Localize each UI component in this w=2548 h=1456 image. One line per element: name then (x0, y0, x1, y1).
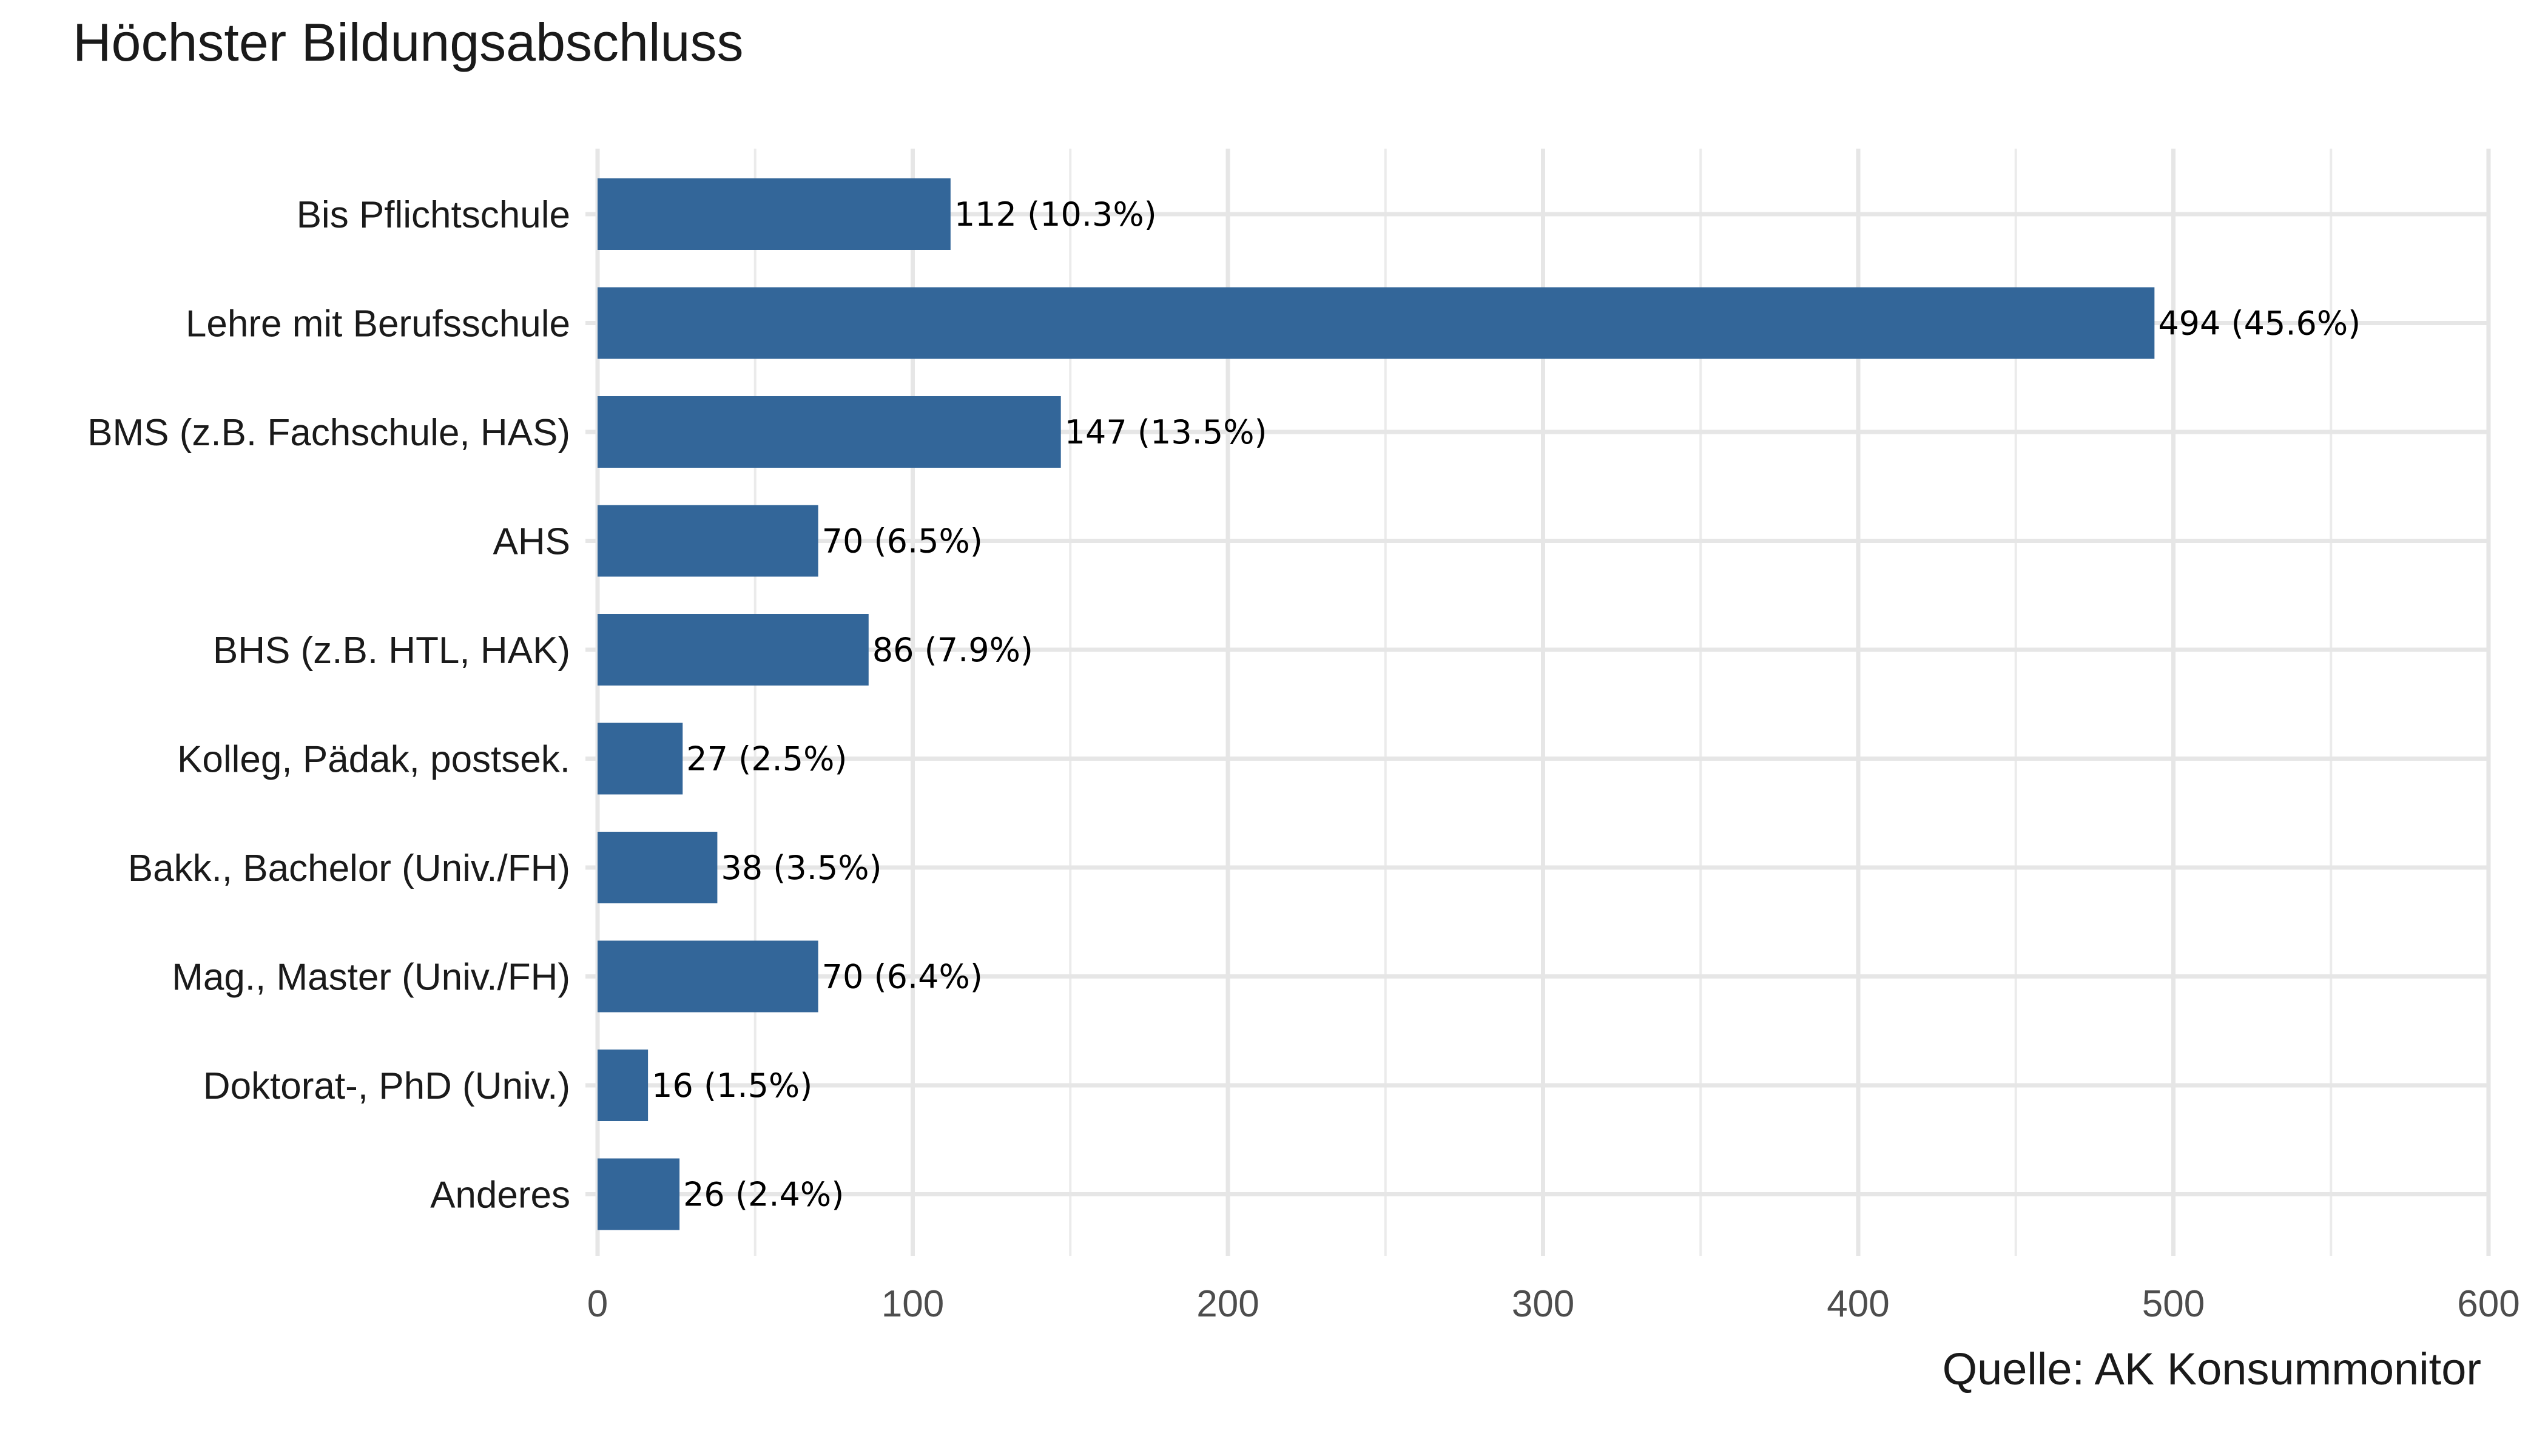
category-label: Doktorat-, PhD (Univ.) (203, 1065, 570, 1107)
bar (598, 287, 2155, 359)
data-label: 70 (6.5%) (822, 522, 983, 561)
category-label: Bis Pflichtschule (297, 194, 570, 236)
category-label: BMS (z.B. Fachschule, HAS) (87, 412, 570, 454)
bar (598, 396, 1061, 468)
bar (598, 1158, 680, 1230)
data-label: 16 (1.5%) (652, 1067, 812, 1105)
bar (598, 505, 818, 577)
category-label: Mag., Master (Univ./FH) (172, 957, 570, 999)
chart-title: Höchster Bildungsabschluss (73, 12, 743, 72)
x-tick-label: 500 (2142, 1283, 2205, 1325)
bar (598, 832, 718, 903)
x-tick-label: 600 (2457, 1283, 2519, 1325)
x-axis-tick-labels: 0 100 200 300 400 500 600 (587, 1283, 2520, 1325)
x-tick-label: 300 (1512, 1283, 1574, 1325)
category-label: Anderes (430, 1175, 570, 1216)
x-tick-label: 200 (1196, 1283, 1259, 1325)
category-label: Lehre mit Berufsschule (186, 303, 570, 345)
category-label: Bakk., Bachelor (Univ./FH) (128, 848, 570, 889)
bar (598, 723, 683, 795)
x-tick-label: 0 (587, 1283, 608, 1325)
category-label: BHS (z.B. HTL, HAK) (213, 630, 570, 672)
bar (598, 614, 869, 686)
category-labels: Bis Pflichtschule Lehre mit Berufsschule B… (87, 194, 570, 1216)
bar (598, 178, 951, 250)
data-labels: 112 (10.3%) 494 (45.6%) 147 (13.5%) 70 (6.5… (652, 195, 2361, 1214)
data-label: 27 (2.5%) (686, 740, 847, 778)
x-tick-label: 400 (1827, 1283, 1889, 1325)
x-tick-label: 100 (881, 1283, 944, 1325)
data-label: 494 (45.6%) (2158, 305, 2361, 343)
data-label: 86 (7.9%) (872, 631, 1033, 669)
data-label: 26 (2.4%) (683, 1176, 844, 1214)
bars-layer (598, 178, 2155, 1230)
category-label: AHS (493, 521, 570, 563)
bar (598, 940, 818, 1013)
data-label: 70 (6.4%) (822, 958, 983, 996)
bar (598, 1050, 649, 1121)
data-label: 112 (10.3%) (954, 195, 1157, 234)
category-label: Kolleg, Pädak, postsek. (177, 739, 570, 781)
data-label: 147 (13.5%) (1065, 413, 1267, 451)
data-label: 38 (3.5%) (721, 849, 881, 887)
chart-caption: Quelle: AK Konsummonitor (1943, 1344, 2481, 1394)
